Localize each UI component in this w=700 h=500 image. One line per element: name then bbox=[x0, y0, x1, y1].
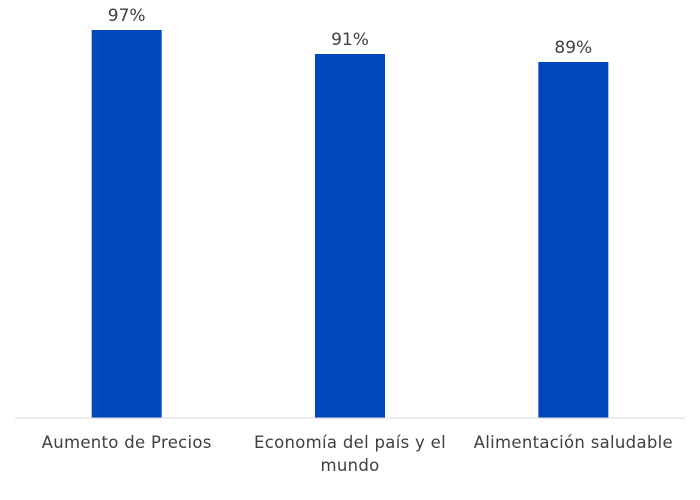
data-label-1: 97% bbox=[108, 6, 146, 26]
data-label-3: 89% bbox=[554, 38, 592, 58]
category-label-1: Aumento de Precios bbox=[41, 433, 212, 452]
bar-3 bbox=[538, 62, 609, 418]
bar-1 bbox=[91, 30, 162, 418]
bar-2 bbox=[315, 54, 385, 418]
data-label-2: 91% bbox=[331, 30, 369, 50]
category-label-3: Alimentación saludable bbox=[473, 433, 673, 452]
bars-group bbox=[91, 30, 609, 418]
category-label-2: Economía del país y el mundo bbox=[254, 433, 446, 475]
value-labels-group: 97% 91% 89% bbox=[108, 6, 592, 58]
